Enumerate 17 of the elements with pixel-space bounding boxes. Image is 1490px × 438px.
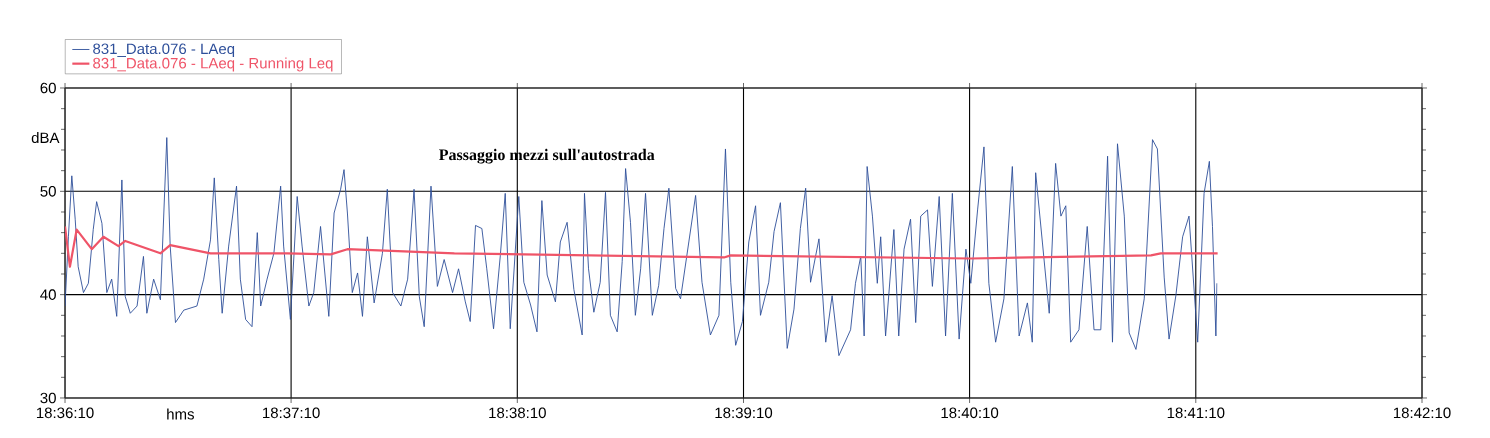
x-tick-label: 18:41:10	[1167, 407, 1225, 419]
x-axis-title: hms	[167, 408, 194, 420]
legend-label: 831_Data.076 - LAeq	[93, 43, 235, 58]
y-tick-label: 60	[40, 82, 56, 94]
x-tick-label: 18:38:10	[489, 407, 546, 419]
y-tick-label: 40	[40, 289, 56, 300]
line-series	[65, 225, 1219, 268]
x-tick-label: 18:37:10	[263, 407, 320, 419]
y-tick-label: 30	[40, 392, 56, 404]
x-tick-label: 18:39:10	[715, 407, 773, 419]
line-series	[65, 137, 1218, 357]
y-tick-label: 50	[40, 186, 56, 197]
x-tick-label: 18:40:10	[941, 407, 999, 419]
x-tick-label: 18:36:10	[36, 407, 94, 419]
legend-label: 831_Data.076 - LAeq - Running Leq	[93, 57, 333, 72]
y-axis-title: dBA	[31, 132, 60, 144]
x-tick-label: 18:42:10	[1393, 407, 1451, 419]
